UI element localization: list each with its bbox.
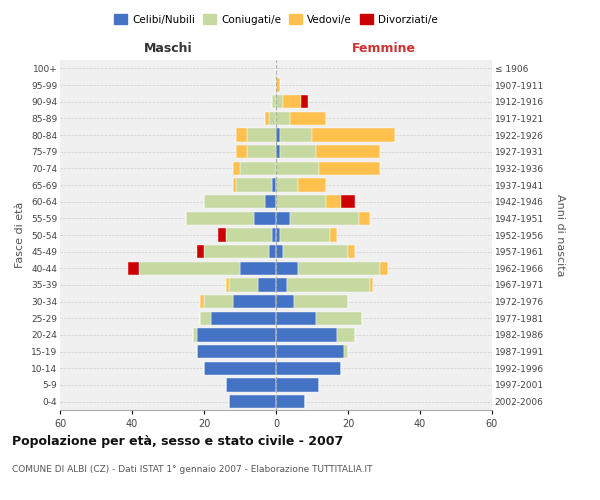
Bar — [269, 112, 276, 125]
Bar — [316, 145, 380, 158]
Bar — [316, 312, 362, 325]
Bar — [197, 328, 276, 342]
Bar — [204, 245, 269, 258]
Bar — [269, 245, 276, 258]
Bar — [276, 245, 283, 258]
Bar — [247, 145, 276, 158]
Bar — [276, 345, 344, 358]
Bar — [276, 295, 294, 308]
Bar — [272, 178, 276, 192]
Bar — [276, 228, 280, 241]
Y-axis label: Fasce di età: Fasce di età — [16, 202, 25, 268]
Bar — [200, 295, 204, 308]
Bar — [344, 345, 348, 358]
Bar — [200, 312, 211, 325]
Bar — [229, 278, 258, 291]
Text: Maschi: Maschi — [143, 42, 193, 55]
Bar — [204, 195, 265, 208]
Bar — [265, 112, 269, 125]
Bar — [341, 195, 355, 208]
Bar — [276, 162, 319, 175]
Bar — [276, 112, 290, 125]
Bar — [226, 378, 276, 392]
Bar — [197, 345, 276, 358]
Bar — [370, 278, 373, 291]
Bar — [276, 328, 337, 342]
Bar — [276, 395, 305, 408]
Bar — [276, 312, 316, 325]
Y-axis label: Anni di nascita: Anni di nascita — [555, 194, 565, 276]
Bar — [276, 128, 280, 141]
Bar — [236, 178, 272, 192]
Bar — [240, 262, 276, 275]
Bar — [276, 78, 280, 92]
Bar — [283, 245, 348, 258]
Bar — [265, 195, 276, 208]
Bar — [276, 278, 287, 291]
Bar — [236, 128, 247, 141]
Bar — [272, 228, 276, 241]
Text: Femmine: Femmine — [352, 42, 416, 55]
Bar — [211, 312, 276, 325]
Bar — [280, 145, 316, 158]
Text: Popolazione per età, sesso e stato civile - 2007: Popolazione per età, sesso e stato civil… — [12, 435, 343, 448]
Bar — [233, 178, 236, 192]
Bar — [298, 262, 380, 275]
Bar — [193, 328, 197, 342]
Bar — [233, 162, 240, 175]
Bar — [204, 362, 276, 375]
Bar — [276, 95, 283, 108]
Bar — [276, 212, 290, 225]
Bar — [272, 95, 276, 108]
Text: COMUNE DI ALBI (CZ) - Dati ISTAT 1° gennaio 2007 - Elaborazione TUTTITALIA.IT: COMUNE DI ALBI (CZ) - Dati ISTAT 1° genn… — [12, 465, 373, 474]
Bar — [218, 228, 226, 241]
Bar — [301, 95, 308, 108]
Bar — [197, 245, 204, 258]
Bar — [204, 295, 233, 308]
Bar — [359, 212, 370, 225]
Bar — [233, 295, 276, 308]
Bar — [287, 278, 370, 291]
Bar — [337, 328, 355, 342]
Bar — [229, 395, 276, 408]
Bar — [290, 112, 326, 125]
Bar — [280, 228, 330, 241]
Bar — [226, 278, 229, 291]
Bar — [226, 228, 272, 241]
Bar — [283, 95, 301, 108]
Bar — [290, 212, 359, 225]
Bar — [258, 278, 276, 291]
Bar — [276, 145, 280, 158]
Bar — [139, 262, 240, 275]
Bar — [128, 262, 139, 275]
Bar — [326, 195, 341, 208]
Bar — [276, 178, 298, 192]
Bar — [330, 228, 337, 241]
Bar — [380, 262, 388, 275]
Bar — [276, 378, 319, 392]
Bar — [319, 162, 380, 175]
Bar — [276, 362, 341, 375]
Bar — [276, 262, 298, 275]
Bar — [186, 212, 254, 225]
Bar — [254, 212, 276, 225]
Bar — [294, 295, 348, 308]
Bar — [276, 195, 326, 208]
Legend: Celibi/Nubili, Coniugati/e, Vedovi/e, Divorziati/e: Celibi/Nubili, Coniugati/e, Vedovi/e, Di… — [110, 10, 442, 29]
Bar — [247, 128, 276, 141]
Bar — [240, 162, 276, 175]
Bar — [298, 178, 326, 192]
Bar — [312, 128, 395, 141]
Bar — [236, 145, 247, 158]
Bar — [280, 128, 312, 141]
Bar — [348, 245, 355, 258]
